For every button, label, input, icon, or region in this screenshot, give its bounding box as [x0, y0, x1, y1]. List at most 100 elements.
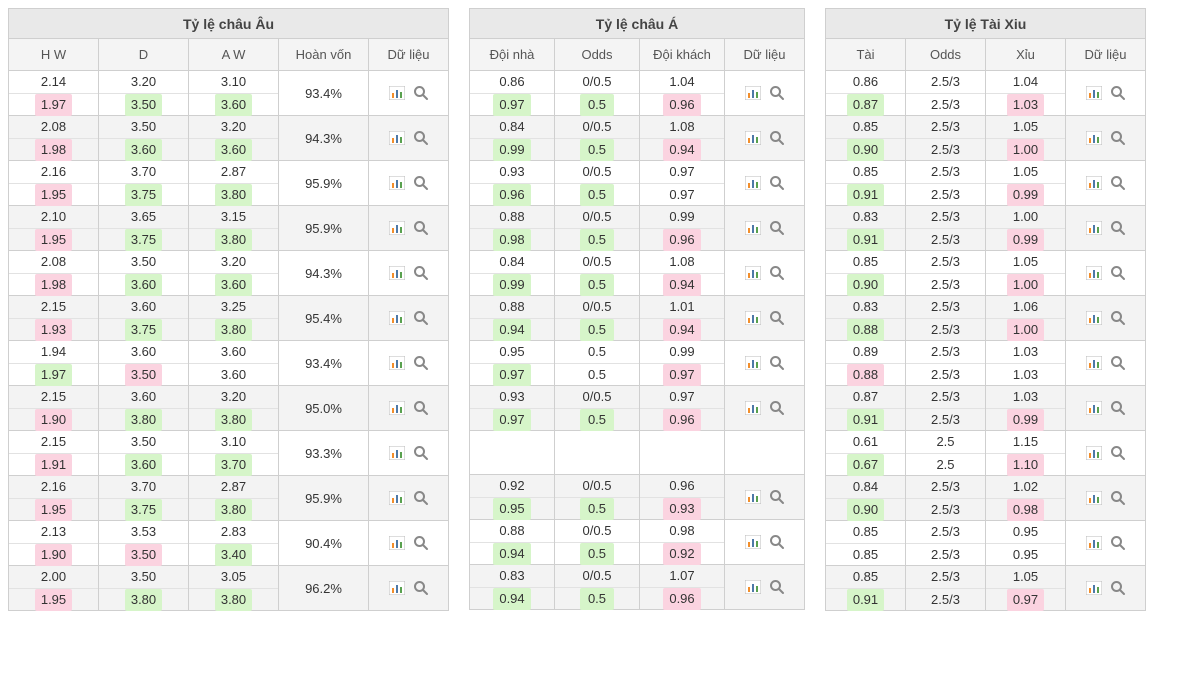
chart-icon[interactable]: [387, 173, 407, 193]
odds-value: 3.40: [215, 544, 252, 566]
payout-value: 96.2%: [279, 566, 369, 611]
search-icon[interactable]: [411, 488, 431, 508]
chart-icon[interactable]: [1084, 218, 1104, 238]
data-actions: [369, 566, 449, 611]
chart-icon[interactable]: [387, 218, 407, 238]
chart-icon[interactable]: [387, 533, 407, 553]
search-icon[interactable]: [767, 398, 787, 418]
search-icon[interactable]: [1108, 398, 1128, 418]
search-icon[interactable]: [411, 533, 431, 553]
chart-icon[interactable]: [1084, 173, 1104, 193]
chart-icon[interactable]: [387, 353, 407, 373]
search-icon[interactable]: [411, 398, 431, 418]
chart-icon[interactable]: [743, 308, 763, 328]
search-icon[interactable]: [1108, 533, 1128, 553]
search-icon[interactable]: [411, 173, 431, 193]
table-row-empty: [470, 431, 805, 475]
chart-icon[interactable]: [743, 218, 763, 238]
chart-icon[interactable]: [743, 263, 763, 283]
chart-icon[interactable]: [387, 128, 407, 148]
chart-icon[interactable]: [1084, 443, 1104, 463]
search-icon[interactable]: [411, 218, 431, 238]
search-icon[interactable]: [1108, 263, 1128, 283]
search-icon[interactable]: [767, 218, 787, 238]
chart-icon[interactable]: [387, 263, 407, 283]
chart-icon[interactable]: [743, 128, 763, 148]
chart-icon[interactable]: [387, 398, 407, 418]
search-icon[interactable]: [767, 263, 787, 283]
search-icon[interactable]: [1108, 128, 1128, 148]
table-row: 2.001.953.503.803.053.8096.2%: [9, 566, 449, 611]
search-icon[interactable]: [1108, 443, 1128, 463]
col-header: Odds: [906, 39, 986, 71]
chart-icon[interactable]: [743, 532, 763, 552]
search-icon[interactable]: [767, 487, 787, 507]
chart-icon[interactable]: [743, 487, 763, 507]
chart-icon[interactable]: [743, 173, 763, 193]
chart-icon[interactable]: [1084, 308, 1104, 328]
chart-icon[interactable]: [1084, 533, 1104, 553]
chart-icon[interactable]: [1084, 263, 1104, 283]
table-row: 1.941.973.603.503.603.6093.4%: [9, 341, 449, 386]
search-icon[interactable]: [767, 532, 787, 552]
payout-value: 95.9%: [279, 206, 369, 251]
search-icon[interactable]: [411, 578, 431, 598]
odds-value: 0.95: [1007, 521, 1044, 543]
data-actions: [369, 431, 449, 476]
chart-icon[interactable]: [743, 83, 763, 103]
chart-icon[interactable]: [1084, 128, 1104, 148]
search-icon[interactable]: [767, 173, 787, 193]
odds-value: 1.03: [1007, 341, 1044, 363]
chart-icon[interactable]: [387, 488, 407, 508]
table-title: Tỷ lệ châu Á: [470, 9, 805, 39]
chart-icon[interactable]: [1084, 578, 1104, 598]
search-icon[interactable]: [767, 308, 787, 328]
data-actions: [1066, 206, 1146, 251]
search-icon[interactable]: [1108, 353, 1128, 373]
odds-value: 0/0.5: [577, 161, 618, 183]
search-icon[interactable]: [1108, 488, 1128, 508]
chart-icon[interactable]: [1084, 398, 1104, 418]
odds-value: 0.99: [1007, 229, 1044, 251]
payout-value: 94.3%: [279, 116, 369, 161]
search-icon[interactable]: [1108, 83, 1128, 103]
odds-value: 0.5: [580, 543, 614, 565]
search-icon[interactable]: [1108, 173, 1128, 193]
chart-icon[interactable]: [743, 353, 763, 373]
table-row: 0.880.940/0.50.51.010.94: [470, 296, 805, 341]
table-row: 0.920.950/0.50.50.960.93: [470, 475, 805, 520]
odds-value: 1.05: [1007, 116, 1044, 138]
odds-value: 0.96: [663, 94, 700, 116]
chart-icon[interactable]: [1084, 353, 1104, 373]
search-icon[interactable]: [1108, 578, 1128, 598]
search-icon[interactable]: [767, 128, 787, 148]
odds-value: 0.92: [493, 475, 530, 497]
search-icon[interactable]: [767, 577, 787, 597]
search-icon[interactable]: [1108, 308, 1128, 328]
chart-icon[interactable]: [387, 443, 407, 463]
search-icon[interactable]: [767, 353, 787, 373]
search-icon[interactable]: [1108, 218, 1128, 238]
search-icon[interactable]: [411, 443, 431, 463]
odds-value: 0.83: [847, 206, 884, 228]
search-icon[interactable]: [411, 353, 431, 373]
chart-icon[interactable]: [743, 577, 763, 597]
chart-icon[interactable]: [1084, 488, 1104, 508]
search-icon[interactable]: [411, 308, 431, 328]
odds-value: 0.94: [663, 274, 700, 296]
chart-icon[interactable]: [1084, 83, 1104, 103]
search-icon[interactable]: [411, 263, 431, 283]
search-icon[interactable]: [411, 128, 431, 148]
payout-value: 93.3%: [279, 431, 369, 476]
table-row: 2.081.983.503.603.203.6094.3%: [9, 116, 449, 161]
search-icon[interactable]: [767, 83, 787, 103]
search-icon[interactable]: [411, 83, 431, 103]
data-actions: [369, 476, 449, 521]
chart-icon[interactable]: [387, 83, 407, 103]
odds-value: 3.10: [215, 71, 252, 93]
chart-icon[interactable]: [387, 308, 407, 328]
chart-icon[interactable]: [743, 398, 763, 418]
table-row: 0.880.980/0.50.50.990.96: [470, 206, 805, 251]
odds-value: 1.91: [35, 454, 72, 476]
chart-icon[interactable]: [387, 578, 407, 598]
